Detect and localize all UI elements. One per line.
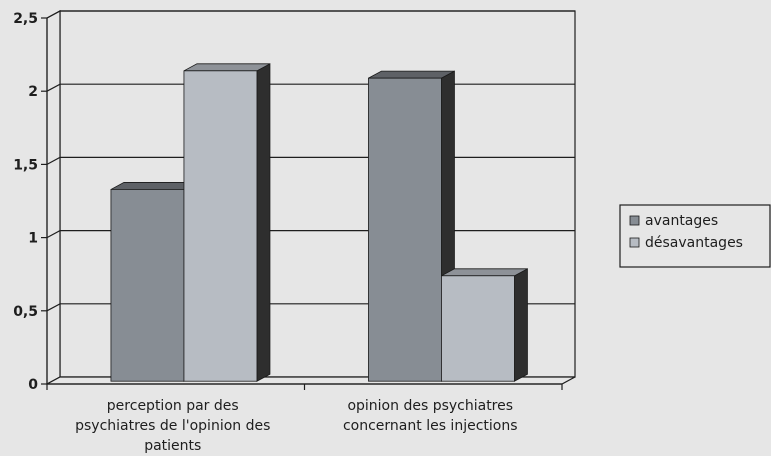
bar-désavantages-1	[183, 63, 271, 382]
bar-top	[368, 70, 455, 79]
bar-top	[183, 63, 271, 72]
y-tick-label: 2	[28, 84, 38, 100]
bar-side	[514, 268, 528, 382]
x-category-label: concernant les injections	[343, 418, 518, 434]
bars	[110, 63, 528, 382]
labels: 0 0,5 1 1,5 2 2,5 perception par des psychiatre…	[13, 11, 517, 454]
y-tick-label: 2,5	[13, 11, 38, 27]
bar-front	[110, 189, 185, 382]
y-tick-label: 1,5	[13, 157, 38, 173]
bar-désavantages-2	[441, 268, 528, 382]
axes	[41, 17, 563, 390]
bar-front	[441, 275, 515, 382]
y-tick-label: 0	[28, 377, 38, 393]
legend-swatch-avantages	[629, 215, 640, 226]
legend: avantages désavantages	[619, 204, 771, 268]
legend-label: désavantages	[645, 235, 743, 251]
bar-front	[183, 70, 258, 382]
bar-side	[256, 63, 271, 382]
x-category-label: psychiatres de l'opinion des	[75, 418, 270, 434]
bar-top	[441, 268, 528, 277]
legend-label: avantages	[645, 213, 718, 229]
y-tick-label: 1	[28, 231, 38, 247]
y-tick-label: 0,5	[13, 304, 38, 320]
bar-front	[368, 77, 442, 382]
side-wall	[46, 9, 61, 386]
legend-swatch-désavantages	[629, 237, 640, 248]
gridline	[46, 10, 575, 19]
x-category-label: patients	[144, 438, 201, 454]
legend-box	[619, 204, 771, 268]
x-category-label: perception par des	[107, 398, 239, 414]
x-category-label: opinion des psychiatres	[347, 398, 513, 414]
